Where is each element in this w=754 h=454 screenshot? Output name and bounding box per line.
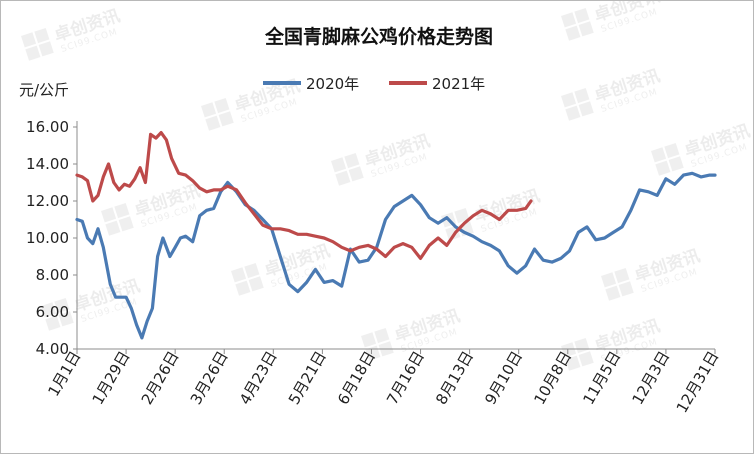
legend-label-2021: 2021年	[432, 75, 485, 93]
y-tick-label: 12.00	[26, 192, 69, 210]
y-tick-label: 8.00	[36, 266, 69, 284]
chart-title: 全国青脚麻公鸡价格走势图	[264, 25, 493, 48]
x-tick-label: 9月10日	[481, 348, 526, 408]
y-tick-label: 10.00	[26, 229, 69, 247]
x-tick-label: 2月26日	[138, 348, 183, 408]
y-axis-unit-label: 元/公斤	[19, 81, 69, 99]
x-tick-label: 8月13日	[432, 348, 477, 408]
x-tick-label: 6月18日	[334, 348, 379, 408]
x-tick-label: 3月26日	[187, 348, 232, 408]
legend-label-2020: 2020年	[306, 75, 359, 93]
x-tick-label: 10月8日	[530, 348, 575, 408]
x-tick-label: 7月16日	[383, 348, 428, 408]
series-line-2020	[75, 171, 717, 340]
x-tick-label: 12月31日	[673, 348, 723, 416]
x-tick-label: 5月21日	[285, 348, 330, 408]
series-lines	[75, 131, 717, 340]
x-tick-label: 12月3日	[628, 348, 673, 408]
series-line-2021	[75, 131, 533, 260]
watermark-layer: 卓创资讯SCI99.COM卓创资讯SCI99.COM卓创资讯SCI99.COM卓…	[21, 1, 753, 371]
y-tick-label: 16.00	[26, 118, 69, 136]
y-tick-label: 6.00	[36, 303, 69, 321]
y-tick-label: 4.00	[36, 340, 69, 358]
x-tick-label: 4月23日	[236, 348, 281, 408]
legend: 2020年 2021年	[263, 75, 485, 93]
x-tick-label: 1月29日	[89, 348, 134, 408]
y-tick-label: 14.00	[26, 155, 69, 173]
